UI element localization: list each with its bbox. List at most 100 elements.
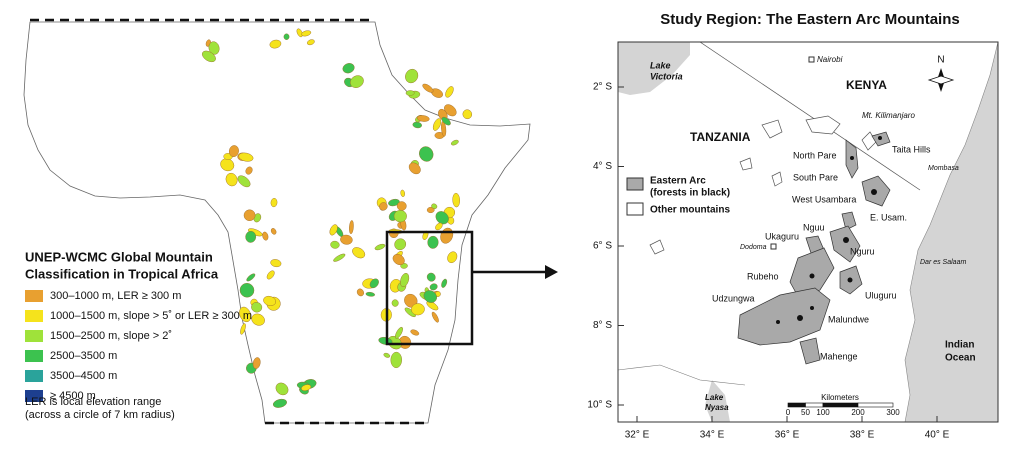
- place-label: Malundwe: [828, 314, 869, 324]
- mountain-patch: [356, 288, 364, 297]
- mountain-patch: [301, 384, 312, 391]
- mountain-patch: [251, 302, 263, 313]
- mountain-patch: [423, 290, 437, 303]
- place-label: Dodoma: [740, 244, 767, 251]
- mountain-patch: [252, 357, 261, 369]
- mountain-patch: [270, 259, 282, 268]
- mountain-patch: [369, 278, 379, 289]
- mountain-patch: [243, 209, 256, 221]
- place-label: KENYA: [846, 78, 887, 92]
- longitude-label: 36° E: [775, 430, 800, 441]
- mountain-patch: [240, 323, 246, 335]
- mountain-patch: [441, 278, 448, 288]
- africa-outline: [23, 21, 531, 424]
- scale-label: 300: [886, 408, 900, 417]
- latitude-label: 2° S: [593, 82, 612, 93]
- place-label: Victoria: [650, 71, 683, 81]
- longitude-label: 32° E: [625, 430, 650, 441]
- legend-note: (across a circle of 7 km radius): [25, 409, 175, 421]
- latitude-label: 8° S: [593, 320, 612, 331]
- other-mountains: [649, 115, 877, 255]
- mountain-patch: [431, 203, 438, 210]
- legend-swatch: [25, 390, 43, 402]
- place-label: Dar es Salaam: [920, 259, 966, 266]
- longitude-label: 34° E: [700, 430, 725, 441]
- scale-segment: [787, 402, 806, 408]
- mountain-patch: [422, 83, 434, 93]
- mountain-patch: [238, 152, 254, 162]
- place-label: Lake: [650, 60, 671, 70]
- mountain-patch: [307, 39, 315, 46]
- forests: [776, 136, 882, 324]
- place-label: Ukaguru: [765, 231, 799, 241]
- mountain-patch: [251, 313, 265, 326]
- mountain-patch: [441, 116, 451, 126]
- scale-segment: [857, 402, 894, 408]
- place-label: Nyasa: [705, 403, 729, 412]
- mountain-patch: [435, 211, 449, 225]
- legend-label: 1000–1500 m, slope > 5˚ or LER ≥ 300 m: [50, 310, 252, 322]
- mountain-patch: [408, 162, 421, 175]
- coordinate-labels: 2° S 4° S 6° S 8° S 10° S 32° E 34° E 36° E 38° …: [587, 82, 949, 441]
- place-label: Mombasa: [928, 165, 959, 172]
- mountain-patch: [392, 254, 405, 266]
- scale-label: 100: [816, 408, 830, 417]
- graticule-ticks: [618, 86, 938, 422]
- mountain-patch: [342, 63, 355, 74]
- legend-label: 1500–2500 m, slope > 2˚: [50, 330, 172, 342]
- legend-title: UNEP-WCMC Global Mountain: [25, 249, 213, 264]
- study-region-box: [385, 230, 474, 346]
- mountain-patch: [296, 28, 303, 38]
- mountain-patch: [391, 299, 399, 307]
- map-title: Study Region: The Eastern Arc Mountains: [660, 11, 959, 28]
- mountain-patch: [228, 145, 239, 157]
- mountain-patch: [435, 222, 443, 231]
- kenya-tanzania-border: [699, 42, 921, 191]
- mountain-patch: [365, 291, 375, 297]
- mountain-patch: [419, 146, 434, 162]
- scale-title: Kilometers: [821, 393, 859, 402]
- mountain-patch: [245, 166, 253, 175]
- mountain-patch: [444, 104, 457, 117]
- north-label: N: [937, 55, 944, 66]
- city-marker: [770, 243, 777, 250]
- scale-segment: [805, 402, 824, 408]
- latitude-label: 4° S: [593, 161, 612, 172]
- eastern-arc: [737, 131, 891, 365]
- mountain-patch: [330, 240, 340, 249]
- mountain-patch: [379, 202, 388, 211]
- mountain-patch: [262, 231, 269, 241]
- place-label: Nairobi: [817, 55, 843, 64]
- indian-ocean: [904, 42, 998, 422]
- lake-nyasa: [705, 380, 730, 422]
- legend-swatch: [25, 330, 43, 342]
- mountain-patch: [405, 68, 419, 84]
- scale-segment: [822, 402, 859, 408]
- place-label: West Usambara: [792, 194, 856, 204]
- legend-label: Other mountains: [650, 205, 730, 216]
- mountain-patch: [239, 306, 252, 323]
- mountain-patch: [394, 326, 403, 339]
- mountain-patch: [405, 90, 415, 96]
- place-label: South Pare: [793, 172, 838, 182]
- legend-label: (forests in black): [650, 188, 730, 199]
- mountain-patch: [447, 251, 458, 263]
- legend-swatch: [25, 290, 43, 302]
- mountain-patch: [208, 41, 220, 55]
- mountain-patch: [400, 272, 410, 288]
- mountain-patch: [450, 139, 459, 146]
- place-label: Uluguru: [865, 290, 897, 300]
- mountain-patch: [283, 33, 290, 40]
- mountain-patch: [427, 235, 439, 249]
- legend-swatch: [25, 350, 43, 362]
- map-frame: [617, 41, 999, 423]
- place-label: Rubeho: [747, 271, 779, 281]
- mountain-patch: [383, 352, 391, 358]
- lake-victoria: [618, 42, 690, 95]
- mountain-patch: [352, 247, 366, 259]
- place-label: Ocean: [945, 353, 976, 364]
- mountain-patch: [350, 75, 364, 88]
- legend-note: LER is local elevation range: [25, 396, 161, 408]
- mountain-patch: [245, 230, 257, 243]
- mountain-patch: [270, 228, 277, 235]
